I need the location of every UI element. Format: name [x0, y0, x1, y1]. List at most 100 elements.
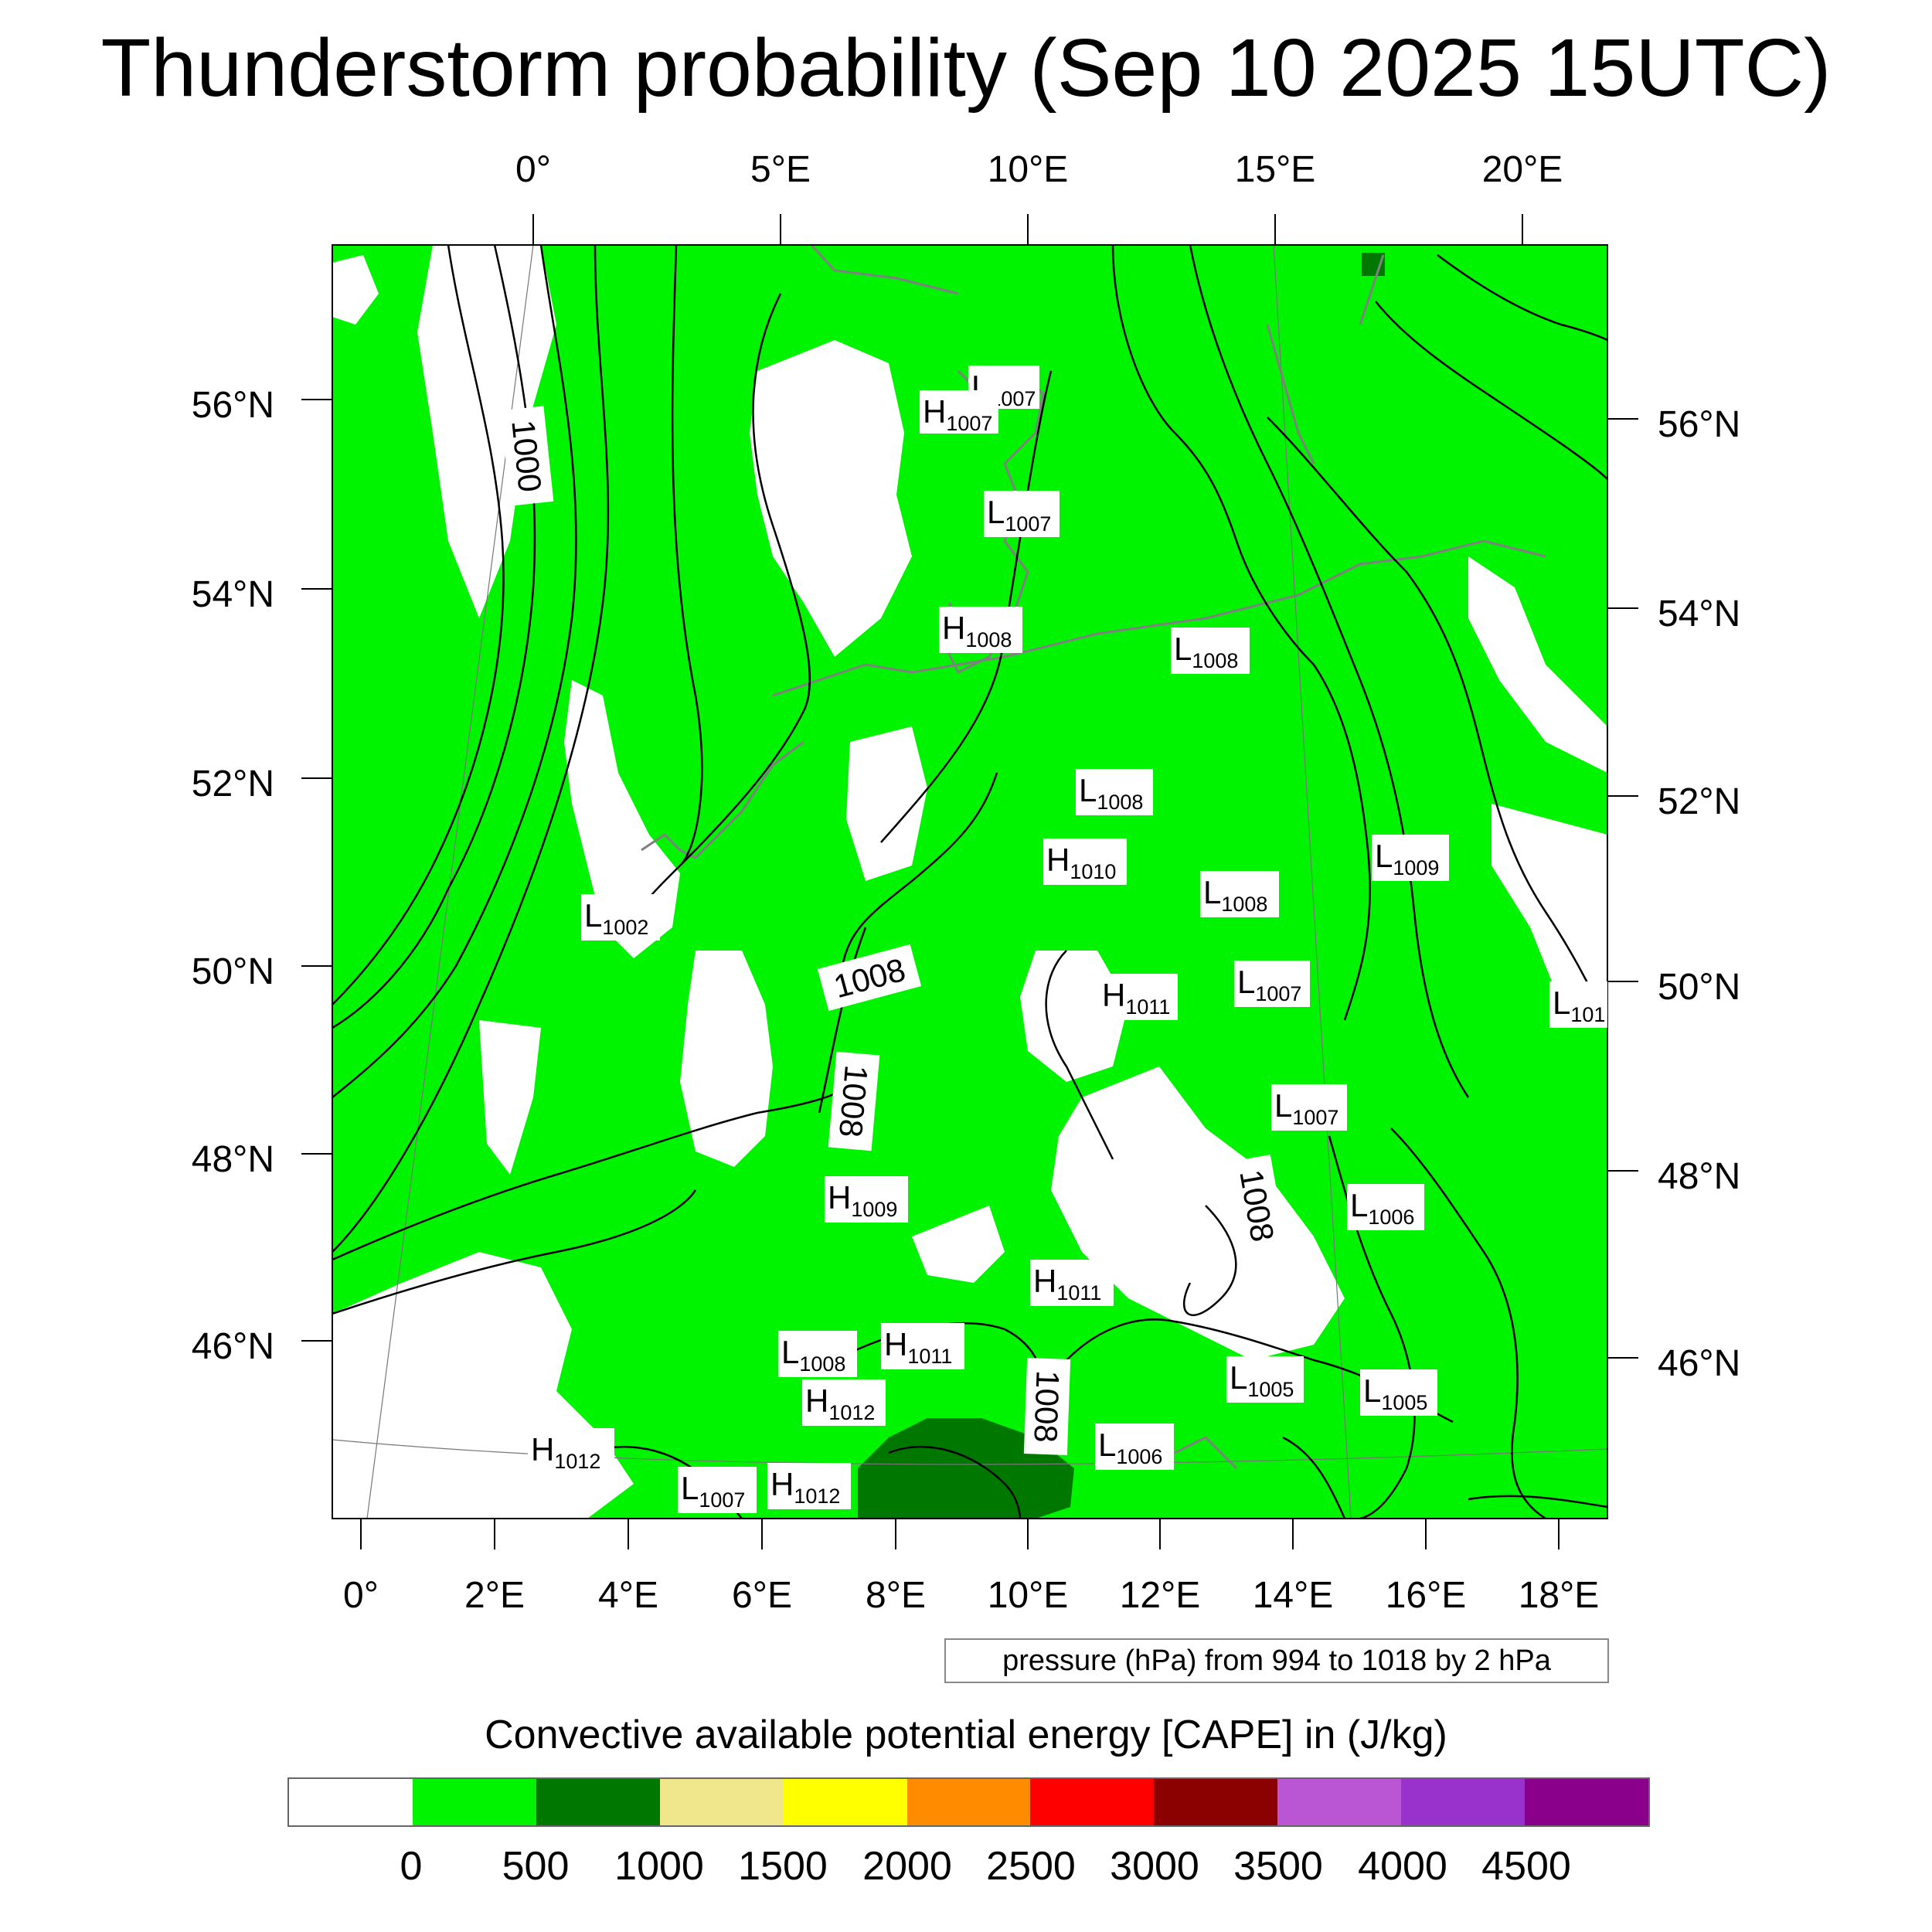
pressure-center-box [1030, 1260, 1114, 1306]
pressure-center: H1012 [528, 1428, 614, 1475]
pressure-type: L [1098, 1427, 1116, 1463]
isobar [332, 245, 577, 1098]
pressure-center-box [1171, 628, 1250, 674]
left-lat-label: 46°N [192, 1326, 274, 1367]
pressure-value: 1009 [851, 1198, 897, 1221]
pressure-value: 1007 [1005, 512, 1051, 536]
contour-label: 1008 [828, 1051, 880, 1151]
bottom-lon-label: 10°E [988, 1575, 1069, 1616]
pressure-center: L101 [1549, 981, 1607, 1028]
pressure-center-label: H1011 [884, 1326, 952, 1368]
isobar [1182, 1205, 1237, 1316]
pressure-type: H [805, 1383, 828, 1419]
isobar [818, 927, 867, 1114]
pressure-type: H [942, 610, 965, 646]
pressure-center-box [778, 1331, 857, 1377]
pressure-type: H [1033, 1263, 1056, 1299]
legend-swatch [536, 1779, 660, 1825]
pressure-center: L1008 [1200, 871, 1279, 917]
top-lon-label: 0° [515, 149, 551, 190]
bottom-ticks [360, 1519, 1560, 1549]
pressure-type: L [1553, 985, 1570, 1021]
pressure-value: 1007 [1255, 982, 1301, 1005]
isobar [1045, 950, 1114, 1160]
contour-label: 1008 [1023, 1358, 1071, 1455]
isobar [1375, 301, 1607, 480]
pressure-value: 1008 [965, 628, 1012, 651]
pressure-center: H1007 [920, 390, 998, 435]
pressure-center-box [1234, 961, 1310, 1007]
legend-swatch [289, 1779, 413, 1825]
pressure-value: 1007 [946, 412, 992, 435]
right-lat-label: 46°N [1658, 1343, 1740, 1384]
legend-tick-label: 3500 [1233, 1844, 1323, 1889]
contour-label-box [828, 1051, 880, 1151]
legend-swatch [906, 1779, 1031, 1825]
pressure-center-box [1549, 981, 1607, 1028]
bottom-lon-label: 8°E [866, 1575, 926, 1616]
legend-tick-label: 2000 [862, 1844, 952, 1889]
pressure-center: H1008 [939, 607, 1022, 653]
pressure-center-label: H1007 [923, 393, 992, 435]
left-lat-label: 52°N [192, 764, 274, 804]
legend-swatch [659, 1779, 784, 1825]
pressure-center-box [1226, 1356, 1304, 1403]
cape-white-patch [912, 1206, 1005, 1283]
cape-white-patch [332, 255, 379, 325]
legend-swatch [1030, 1779, 1155, 1825]
parallel-45n [332, 1439, 1607, 1465]
pressure-type: L [987, 494, 1005, 530]
pressure-center-label: H1012 [770, 1466, 840, 1508]
pressure-center-label: H1008 [942, 610, 1012, 651]
pressure-center: H1011 [1099, 974, 1178, 1020]
pressure-center: H1011 [881, 1323, 964, 1369]
pressure-center-label: L1006 [1350, 1187, 1414, 1229]
legend-tick-label: 4000 [1358, 1844, 1447, 1889]
bottom-lon-label: 6°E [732, 1575, 792, 1616]
legend-tick-label: 4500 [1481, 1844, 1571, 1889]
cape-white-patch [846, 726, 927, 881]
isobar [1282, 1436, 1346, 1519]
pressure-center-label: H1012 [805, 1383, 875, 1424]
contour-label-text: 1008 [832, 1063, 875, 1138]
legend-tick-label: 1500 [738, 1844, 828, 1889]
contour-label: 1000 [500, 406, 554, 506]
isobar [332, 1080, 859, 1261]
pressure-value: 1011 [907, 1345, 952, 1368]
pressure-center-label: L101 [1553, 985, 1605, 1026]
pressure-value: 1008 [1192, 649, 1238, 672]
pressure-center-box [678, 1467, 757, 1513]
cape-white-patch [1051, 1066, 1345, 1360]
pressure-center-label: H1011 [1033, 1263, 1101, 1304]
pressure-value: 1008 [799, 1352, 845, 1376]
legend-colorbar [287, 1777, 1650, 1827]
cape-white-patch [1468, 556, 1607, 773]
pressure-type: L [1237, 964, 1255, 1000]
pressure-value: 1010 [1070, 860, 1116, 883]
bottom-lon-label: 4°E [598, 1575, 658, 1616]
pressure-type: L [1350, 1187, 1368, 1223]
coastline [772, 539, 1546, 697]
legend-title: Convective available potential energy [C… [485, 1713, 1447, 1757]
bottom-lon-labels: 0° 2°E 4°E 6°E 8°E 10°E 12°E 14°E 16°E 1… [343, 1575, 1599, 1616]
legend-swatch [1154, 1779, 1278, 1825]
pressure-center-label: H1009 [828, 1179, 897, 1221]
right-lat-label: 54°N [1658, 594, 1740, 634]
contour-label-box [1227, 1155, 1287, 1257]
pressure-type: L [1079, 772, 1097, 808]
coastline [1266, 324, 1315, 464]
pressure-center-label: L1008 [1203, 874, 1267, 916]
isobar [632, 245, 703, 928]
pressure-center-label: L1008 [1079, 772, 1143, 814]
bottom-lon-label: 16°E [1386, 1575, 1467, 1616]
pressure-center-label: L1009 [1375, 838, 1439, 879]
contour-label-box [1023, 1358, 1071, 1455]
contour-label: 1008 [1227, 1155, 1287, 1257]
pressure-value: 1012 [794, 1485, 840, 1508]
pressure-value: 1008 [1097, 791, 1143, 814]
legend-tick-label: 2500 [986, 1844, 1076, 1889]
pressure-center: H1012 [802, 1379, 886, 1426]
isobar [1267, 417, 1607, 1029]
isobar [332, 245, 610, 1253]
